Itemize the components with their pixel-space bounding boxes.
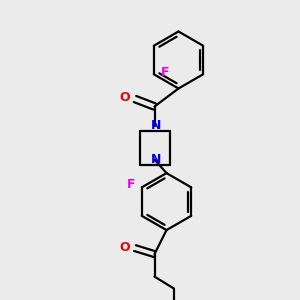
Text: N: N xyxy=(151,119,161,133)
Text: O: O xyxy=(120,241,130,254)
Text: F: F xyxy=(127,178,136,191)
Text: F: F xyxy=(161,66,170,79)
Text: O: O xyxy=(119,91,130,104)
Text: N: N xyxy=(151,153,161,166)
